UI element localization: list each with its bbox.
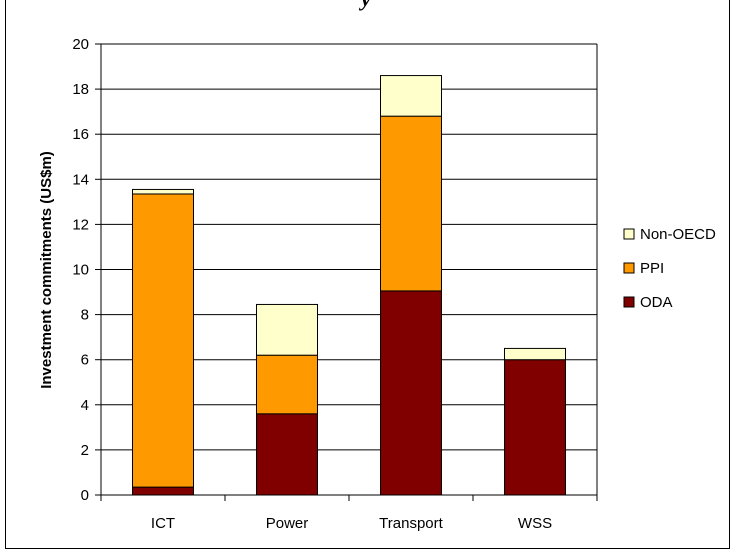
legend-swatch bbox=[623, 262, 635, 274]
y-tick-label: 2 bbox=[81, 442, 89, 459]
y-tick-label: 16 bbox=[72, 126, 89, 143]
chart-title-fragment: y bbox=[0, 0, 732, 12]
bar-ppi bbox=[132, 193, 194, 488]
y-tick-label: 10 bbox=[72, 262, 89, 279]
y-tick-label: 20 bbox=[72, 36, 89, 53]
x-tick-labels: ICT Power Transport WSS bbox=[151, 515, 552, 532]
legend-swatch bbox=[623, 296, 635, 308]
y-axis-label: Investment commitments (US$m) bbox=[38, 151, 55, 389]
x-tick-label: Power bbox=[266, 515, 309, 532]
chart-frame bbox=[5, 0, 730, 549]
legend-swatch bbox=[623, 228, 635, 240]
bar-non-oecd bbox=[256, 303, 318, 356]
bar-oda bbox=[380, 290, 442, 496]
y-tick-label: 14 bbox=[72, 171, 89, 188]
bar-oda bbox=[256, 413, 318, 496]
bar-non-oecd bbox=[132, 188, 194, 195]
x-tick-label: ICT bbox=[151, 515, 175, 532]
y-tick-label: 12 bbox=[72, 216, 89, 233]
legend-label: ODA bbox=[640, 294, 673, 311]
bars bbox=[132, 75, 566, 496]
legend-label: PPI bbox=[640, 260, 664, 277]
x-tick-label: Transport bbox=[379, 515, 443, 532]
y-tick-label: 8 bbox=[81, 307, 89, 324]
bar-oda bbox=[132, 486, 194, 496]
y-tick-label: 0 bbox=[81, 487, 89, 504]
y-tick-labels: 0 2 4 6 8 10 12 14 16 18 20 bbox=[72, 36, 89, 504]
bar-non-oecd bbox=[380, 75, 442, 117]
x-tick-label: WSS bbox=[518, 515, 552, 532]
legend-label: Non-OECD bbox=[640, 226, 716, 243]
y-tick-label: 18 bbox=[72, 81, 89, 98]
bar-ppi bbox=[380, 115, 442, 292]
bar-non-oecd bbox=[504, 347, 566, 361]
y-tick-label: 4 bbox=[81, 397, 89, 414]
legend: Non-OECD PPI ODA bbox=[623, 226, 716, 311]
y-tick-label: 6 bbox=[81, 352, 89, 369]
axes bbox=[95, 43, 598, 501]
bar-oda bbox=[504, 359, 566, 496]
bar-ppi bbox=[256, 354, 318, 415]
